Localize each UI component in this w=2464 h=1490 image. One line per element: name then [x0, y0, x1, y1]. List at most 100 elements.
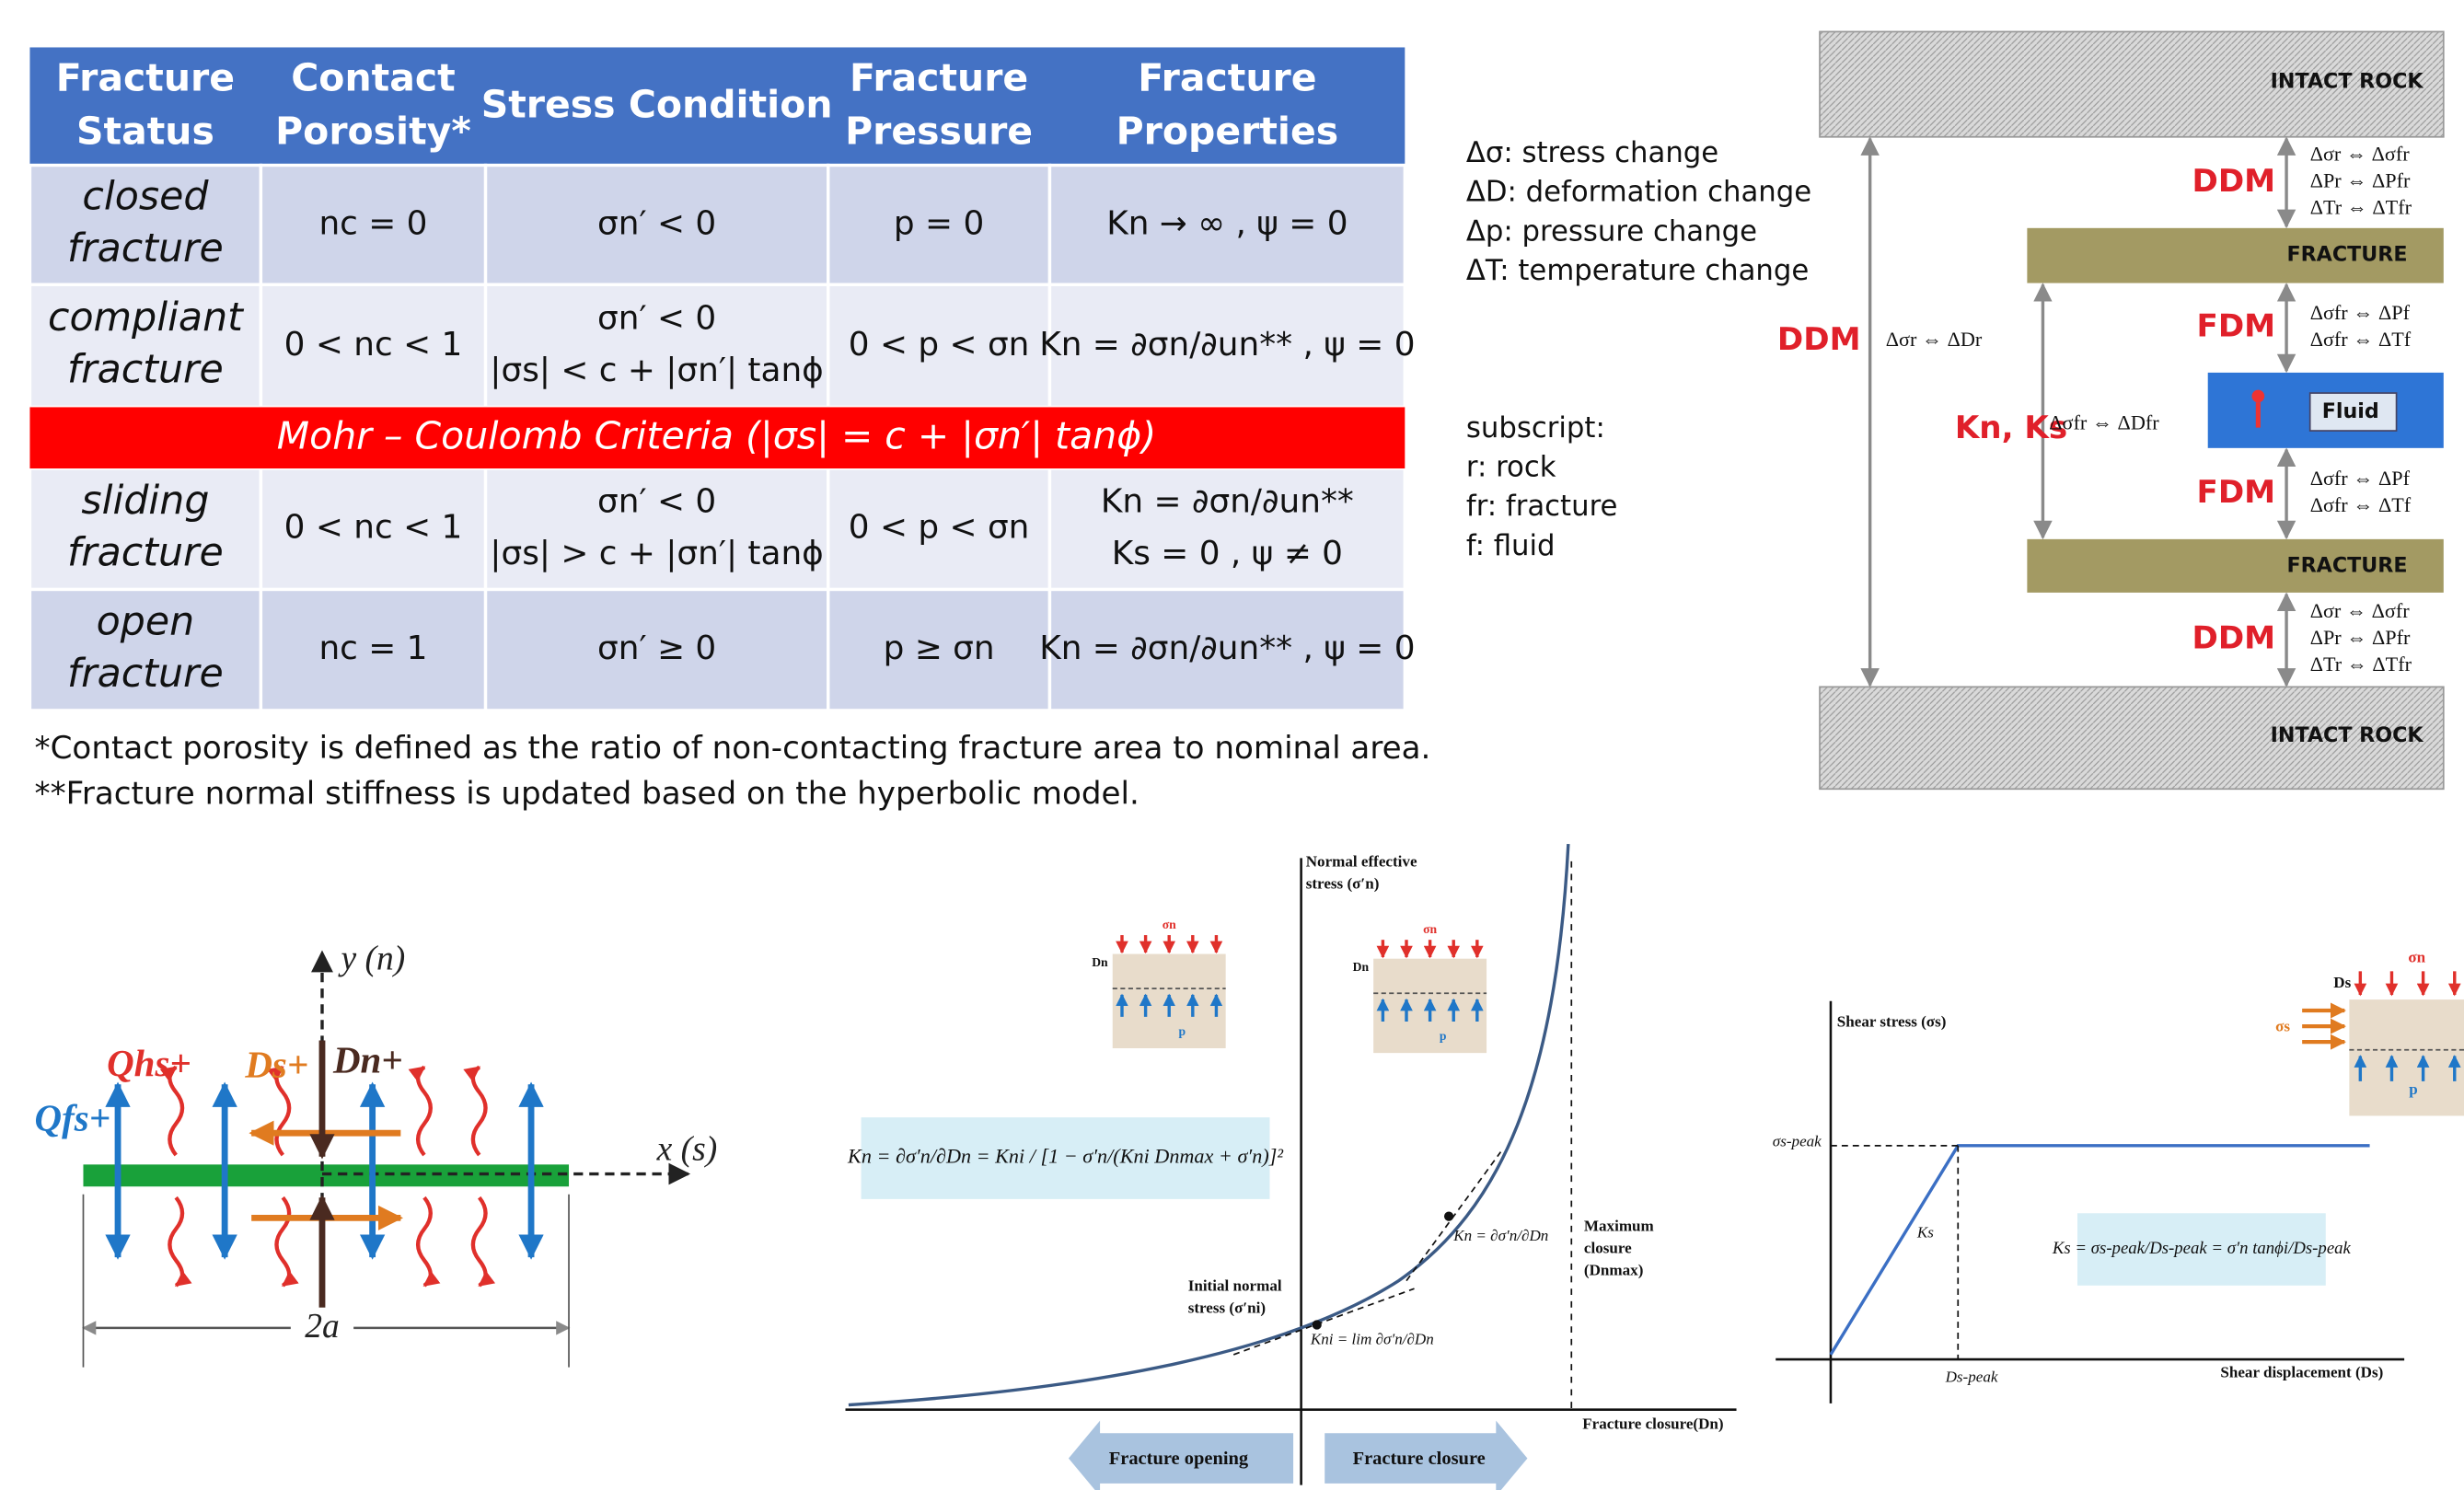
table-cell-text: σn′ < 0 [597, 483, 716, 521]
table-cell-text: |σs| > c + |σn′| tanϕ [490, 535, 823, 572]
layer-label: Fluid [2322, 399, 2379, 423]
table-cell-text: p ≥ σn [884, 629, 995, 667]
table-cell [1047, 467, 1407, 592]
method-label: DDM [2192, 620, 2276, 657]
annotation: stress (σ′ni) [1188, 1299, 1266, 1316]
table-cell-text: fracture [67, 651, 224, 697]
table-cell [1047, 283, 1407, 410]
sketch-label: 2a [305, 1308, 340, 1346]
axis-label: Fracture closure(Dn) [1582, 1415, 1723, 1433]
inset-label: p [1440, 1029, 1447, 1043]
sketch-label: x (s) [656, 1130, 718, 1168]
table-cell-text: sliding [81, 478, 209, 524]
method-label: Kn, Ks [1955, 410, 2067, 446]
table-cell [483, 283, 830, 410]
axis-label: Shear stress (σs) [1837, 1013, 1947, 1031]
relation-label: Δσfr ⇔ ΔPf [2310, 301, 2411, 324]
table-header: Porosity* [275, 109, 471, 153]
inset-label: σn [1423, 922, 1437, 936]
relation-label: Δσfr ⇔ ΔDfr [2049, 410, 2159, 433]
tangent-point [1312, 1320, 1322, 1330]
table-cell [483, 163, 830, 286]
relation-label: Δσr ⇔ Δσfr [2310, 599, 2411, 622]
formula: Kn = ∂σ′n/∂Dn = Kni / [1 − σ′n/(Kni Dnma… [847, 1145, 1283, 1168]
relation-label: Δσr ⇔ Δσfr [2310, 142, 2411, 165]
axis-label: stress (σ′n) [1306, 874, 1380, 892]
legend-definition: ΔD: deformation change [1466, 176, 1811, 209]
method-label: FDM [2197, 474, 2276, 511]
method-label: FDM [2197, 308, 2276, 345]
legend-heading: subscript: [1466, 411, 1605, 445]
criteria-banner [29, 407, 1406, 469]
inset-label: p [1178, 1024, 1186, 1038]
sketch-label: Ds+ [244, 1044, 308, 1086]
legend-subscript: r: rock [1466, 451, 1556, 484]
table-cell-text: Kn → ∞ , ψ = 0 [1106, 204, 1348, 242]
inset-label: Dn [1092, 955, 1108, 969]
table-cell-text: 0 < nc < 1 [284, 326, 463, 364]
heat-arrow [159, 1065, 185, 1157]
relation-label: ΔPr ⇔ ΔPfr [2310, 626, 2411, 649]
table-cell-text: 0 < p < σn [849, 326, 1030, 364]
legend-subscript: fr: fracture [1466, 490, 1618, 523]
sketch-label: Qfs+ [35, 1097, 111, 1139]
table-cell [827, 587, 1052, 712]
inset-label: σs [2275, 1018, 2290, 1035]
table-header: Status [76, 109, 214, 153]
annotation: Kn = ∂σ′n/∂Dn [1452, 1227, 1548, 1244]
relation-label: ΔTr ⇔ ΔTfr [2310, 653, 2412, 676]
inset-label: p [2409, 1080, 2418, 1098]
table-header: Stress Condition [481, 82, 833, 126]
heat-arrow [266, 1065, 292, 1157]
table-cell [28, 163, 263, 286]
table-cell-text: σn′ ≥ 0 [597, 629, 716, 667]
relation-label: Δσfr ⇔ ΔTf [2310, 493, 2412, 516]
table-cell [827, 283, 1052, 410]
relation-label: ΔTr ⇔ ΔTfr [2310, 195, 2412, 218]
table-cell [259, 587, 488, 712]
layer-label: FRACTURE [2286, 242, 2407, 266]
annotation: Maximum [1584, 1218, 1654, 1235]
annotation: Ds-peak [1945, 1368, 1998, 1385]
annotation: Kni = lim ∂σ′n/∂Dn [1310, 1330, 1434, 1347]
table-cell-text: p = 0 [894, 204, 984, 242]
fluid-icon [2251, 389, 2265, 403]
intact-rock [1819, 30, 2445, 138]
tangent-point [1443, 1211, 1454, 1221]
heat-arrow [463, 1065, 488, 1157]
table-cell-text: |σs| < c + |σn′| tanϕ [490, 352, 823, 389]
annotation: (Dnmax) [1584, 1261, 1643, 1278]
layer-label: INTACT ROCK [2271, 70, 2424, 94]
table-cell-text: open [97, 599, 195, 645]
relation-label: Δσfr ⇔ ΔPf [2310, 467, 2411, 490]
table-cell [483, 467, 830, 592]
table-cell-text: 0 < p < σn [849, 509, 1030, 547]
sketch-label: Qhs+ [107, 1042, 191, 1084]
table-cell-text: nc = 0 [318, 204, 427, 242]
direction-label: Fracture closure [1353, 1449, 1486, 1469]
table-header-bg [29, 47, 1406, 166]
heat-arrow [408, 1065, 433, 1157]
fracture-layer [2027, 227, 2444, 283]
direction-arrow [1068, 1420, 1294, 1490]
inset-block [2349, 999, 2464, 1116]
formula-box [2077, 1213, 2326, 1286]
footnote: *Contact porosity is defined as the rati… [35, 730, 1431, 767]
relation-label: Δσfr ⇔ ΔTf [2310, 328, 2412, 351]
table-cell-text: σn′ < 0 [597, 204, 716, 242]
heat-arrow [416, 1195, 441, 1288]
inset-label: σn [2408, 949, 2425, 966]
sketch-label: y (n) [337, 941, 405, 978]
inset-label: Dn [1353, 960, 1370, 974]
table-cell-text: Kn = ∂σn/∂un** [1101, 483, 1354, 521]
axis-label: Shear displacement (Ds) [2220, 1363, 2383, 1380]
fracture-layer [2027, 538, 2444, 593]
table-cell-text: nc = 1 [318, 629, 427, 667]
table-cell-text: fracture [67, 225, 224, 271]
method-label: DDM [2192, 163, 2276, 200]
criteria-text: Mohr – Coulomb Criteria (|σs| = c + |σn′… [277, 414, 1156, 458]
table-cell [1047, 587, 1407, 712]
table-cell [28, 587, 263, 712]
heat-arrow [168, 1195, 192, 1288]
relation-label: ΔPr ⇔ ΔPfr [2310, 168, 2411, 191]
